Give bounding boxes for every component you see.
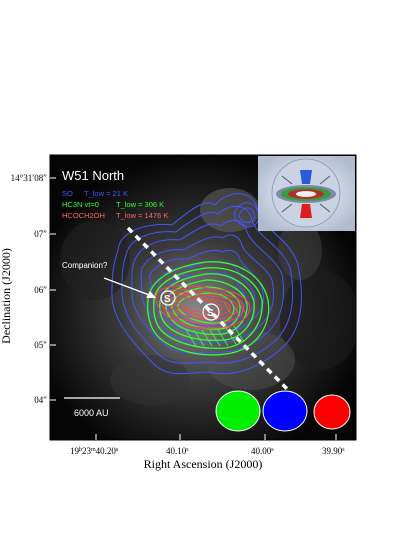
y-tick-label-1: 07″ xyxy=(34,229,47,239)
hc3n-hatch xyxy=(185,325,245,347)
legend-so-tlow: T_low = 21 K xyxy=(84,189,128,198)
hcoch2oh-hatch xyxy=(223,297,247,317)
legend-so-name: SO xyxy=(62,189,73,198)
legend-hcoch2oh-tlow: T_low = 1476 K xyxy=(116,211,168,220)
beam-green xyxy=(215,390,261,432)
plot-frame xyxy=(49,154,357,441)
dust-continuum-image: S S Companion? 6000 AU W51 North SO T_lo… xyxy=(50,155,356,440)
x-tick-label-2: 40.00s xyxy=(251,446,274,456)
companion-arrow xyxy=(103,277,156,298)
legend-hc3n-name: HC3N vt=0 xyxy=(62,200,99,209)
y-tick-label-0: 14°31′08″ xyxy=(11,173,48,183)
source-label-s2: S xyxy=(207,308,214,319)
y-tick-label-2: 06″ xyxy=(34,285,47,295)
outflow-axis-line xyxy=(126,226,300,402)
legend: SO T_low = 21 K HC3N vt=0 T_low = 306 K … xyxy=(62,189,168,220)
source-label-s1: S xyxy=(164,294,171,305)
x-tick-label-3: 39.90s xyxy=(322,446,345,456)
x-axis-title: Right Ascension (J2000) xyxy=(144,457,263,471)
chart-title: W51 North xyxy=(62,168,124,183)
beam-red xyxy=(313,394,351,430)
legend-hc3n-tlow: T_low = 306 K xyxy=(116,200,164,209)
x-axis xyxy=(95,434,337,440)
y-axis-title: Declination (J2000) xyxy=(0,248,13,344)
x-tick-label-0: 19h23m40.20s xyxy=(70,446,119,456)
companion-label: Companion? xyxy=(62,261,108,270)
y-axis xyxy=(50,177,56,401)
legend-hcoch2oh-name: HCOCH2OH xyxy=(62,211,105,220)
disk-schematic-inset xyxy=(258,156,355,231)
scale-bar-label: 6000 AU xyxy=(74,408,109,418)
y-tick-label-3: 05″ xyxy=(34,340,47,350)
y-tick-label-4: 04″ xyxy=(34,395,47,405)
beam-blue xyxy=(262,390,308,432)
source-markers: S S xyxy=(160,290,220,321)
x-tick-label-1: 40.10s xyxy=(166,446,189,456)
